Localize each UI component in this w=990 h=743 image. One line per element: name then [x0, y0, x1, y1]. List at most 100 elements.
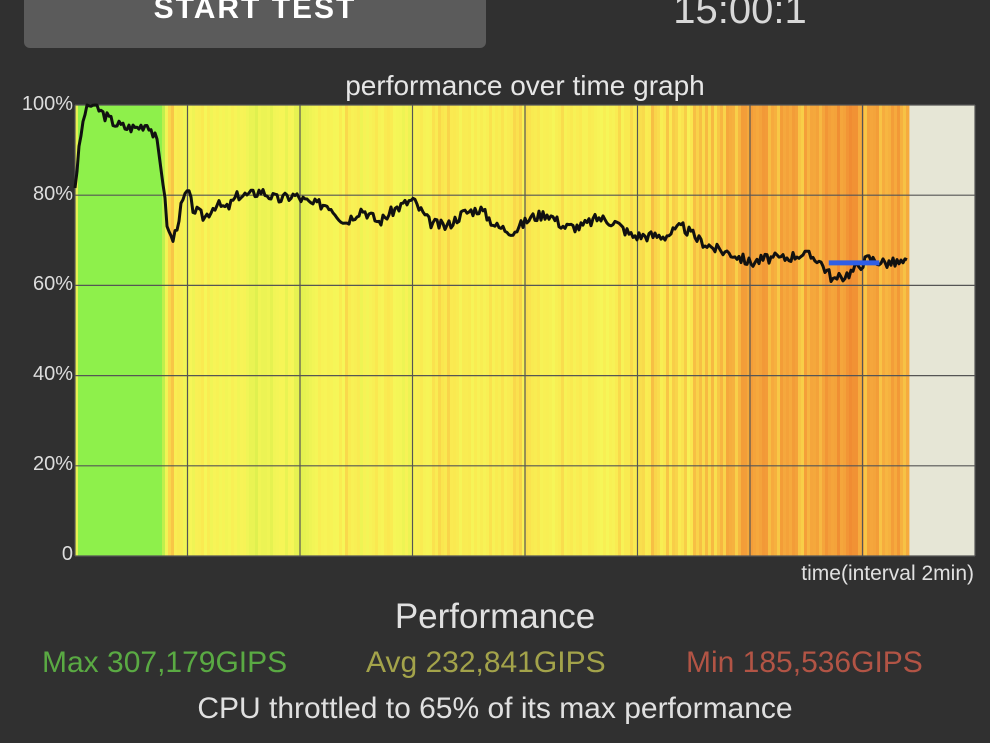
performance-band	[129, 105, 133, 556]
performance-band	[285, 105, 289, 556]
performance-band	[123, 105, 127, 556]
performance-band	[303, 105, 307, 556]
performance-band	[339, 105, 343, 556]
performance-band	[666, 105, 670, 556]
performance-band	[348, 105, 352, 556]
performance-band	[846, 105, 850, 556]
performance-band	[684, 105, 688, 556]
performance-band	[396, 105, 400, 556]
performance-band	[291, 105, 295, 556]
performance-band	[879, 105, 883, 556]
performance-band	[147, 105, 151, 556]
performance-band	[234, 105, 238, 556]
performance-band	[297, 105, 301, 556]
max-performance: Max 307,179GIPS	[42, 646, 288, 679]
performance-band	[204, 105, 208, 556]
performance-band	[444, 105, 448, 556]
performance-band	[849, 105, 853, 556]
start-test-button[interactable]: START TEST	[24, 0, 486, 48]
performance-band	[384, 105, 388, 556]
performance-band	[732, 105, 736, 556]
performance-band	[720, 105, 724, 556]
performance-band	[342, 105, 346, 556]
performance-band	[612, 105, 616, 556]
performance-band	[408, 105, 412, 556]
performance-band	[309, 105, 313, 556]
performance-band	[243, 105, 247, 556]
performance-band	[471, 105, 475, 556]
performance-band	[414, 105, 418, 556]
performance-band	[441, 105, 445, 556]
performance-band	[840, 105, 844, 556]
performance-band	[369, 105, 373, 556]
performance-band	[111, 105, 115, 556]
performance-band	[813, 105, 817, 556]
performance-band	[417, 105, 421, 556]
performance-band	[372, 105, 376, 556]
performance-band	[447, 105, 451, 556]
performance-band	[300, 105, 304, 556]
performance-band	[597, 105, 601, 556]
performance-band	[420, 105, 424, 556]
performance-band	[498, 105, 502, 556]
performance-band	[219, 105, 223, 556]
performance-band	[891, 105, 895, 556]
performance-band	[324, 105, 328, 556]
performance-band	[333, 105, 337, 556]
performance-band	[801, 105, 805, 556]
performance-band	[174, 105, 178, 556]
performance-band	[267, 105, 271, 556]
performance-band	[90, 105, 94, 556]
performance-band	[693, 105, 697, 556]
performance-band	[570, 105, 574, 556]
performance-color-bands	[75, 105, 910, 556]
performance-band	[663, 105, 667, 556]
performance-band	[864, 105, 868, 556]
performance-band	[387, 105, 391, 556]
performance-line	[73, 103, 908, 283]
performance-band	[795, 105, 799, 556]
y-tick-label: 40%	[32, 363, 73, 385]
x-axis-label: time(interval 2min)	[801, 562, 974, 585]
performance-band	[747, 105, 751, 556]
performance-band	[375, 105, 379, 556]
performance-band	[87, 105, 91, 556]
performance-band	[645, 105, 649, 556]
performance-band	[810, 105, 814, 556]
performance-band	[330, 105, 334, 556]
performance-band	[162, 105, 166, 556]
performance-band	[459, 105, 463, 556]
performance-band	[252, 105, 256, 556]
performance-band	[888, 105, 892, 556]
performance-band	[897, 105, 901, 556]
performance-band	[132, 105, 136, 556]
performance-band	[456, 105, 460, 556]
y-tick-label: 20%	[32, 453, 73, 475]
performance-band	[780, 105, 784, 556]
performance-band	[657, 105, 661, 556]
performance-band	[306, 105, 310, 556]
performance-band	[615, 105, 619, 556]
performance-band	[591, 105, 595, 556]
performance-band	[750, 105, 754, 556]
performance-band	[504, 105, 508, 556]
performance-band	[258, 105, 262, 556]
performance-band	[711, 105, 715, 556]
performance-band	[522, 105, 526, 556]
performance-band	[660, 105, 664, 556]
performance-band	[696, 105, 700, 556]
performance-band	[366, 105, 370, 556]
performance-band	[675, 105, 679, 556]
y-tick-label: 0	[61, 543, 73, 565]
performance-band	[363, 105, 367, 556]
performance-band	[549, 105, 553, 556]
performance-band	[531, 105, 535, 556]
performance-band	[150, 105, 154, 556]
performance-band	[501, 105, 505, 556]
y-tick-label: 100%	[21, 93, 73, 115]
performance-band	[318, 105, 322, 556]
performance-band	[96, 105, 100, 556]
performance-band	[351, 105, 355, 556]
performance-band	[225, 105, 229, 556]
performance-band	[168, 105, 172, 556]
